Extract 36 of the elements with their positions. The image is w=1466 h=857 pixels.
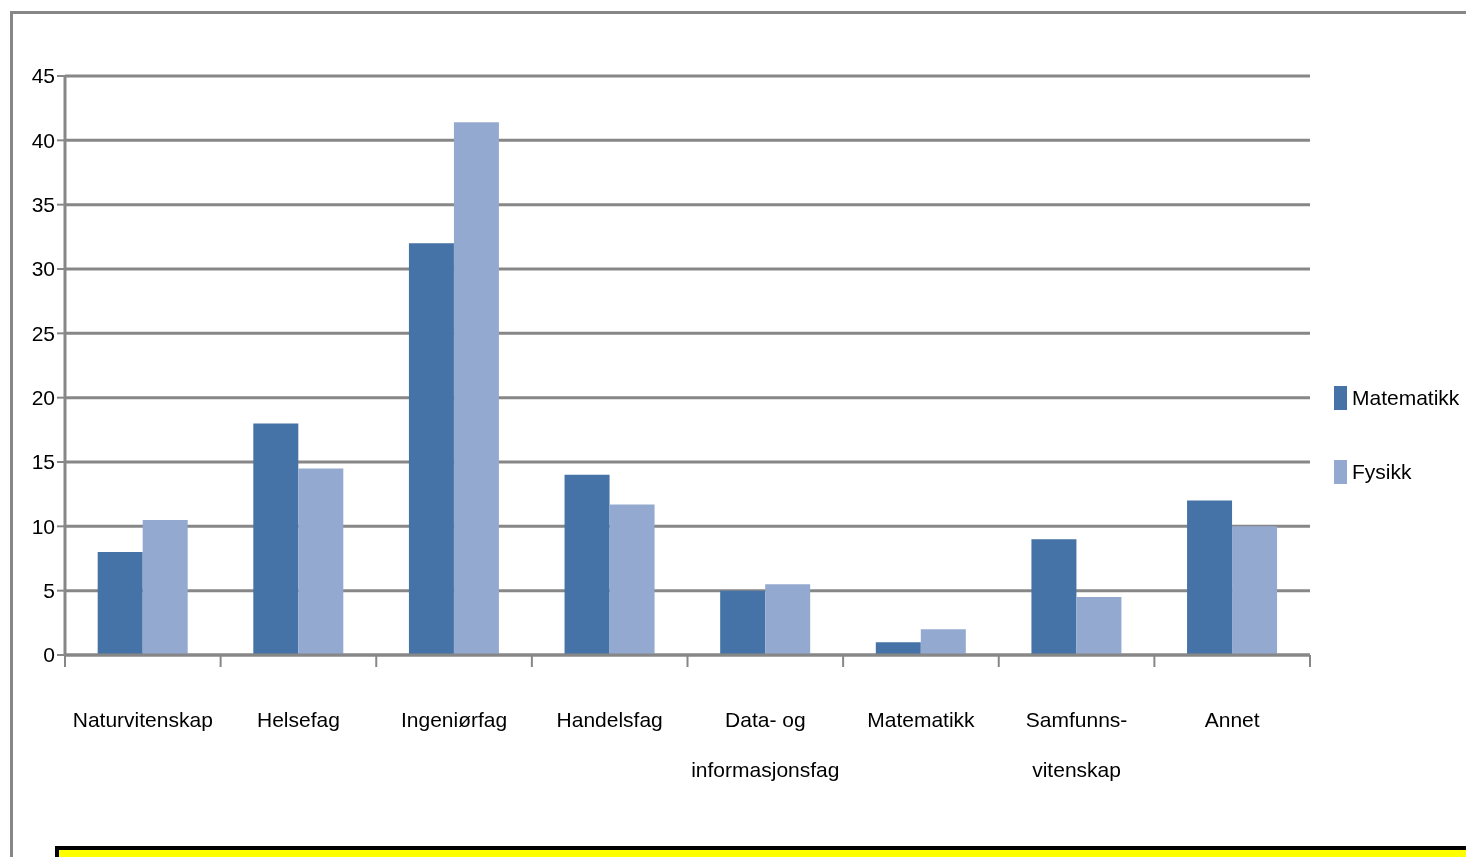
- bar: [765, 584, 811, 655]
- bar: [97, 552, 143, 655]
- y-tick-label: 20: [31, 386, 55, 410]
- y-tick-label: 0: [43, 643, 55, 667]
- y-tick-label: 40: [31, 128, 55, 152]
- x-tick-label: Matematikk: [867, 708, 976, 731]
- bar: [609, 504, 655, 655]
- bar: [253, 423, 299, 655]
- x-tick-label: Handelsfag: [556, 708, 663, 731]
- y-tick-label: 35: [31, 193, 55, 217]
- y-tick-label: 10: [31, 514, 55, 538]
- bar: [142, 519, 188, 655]
- bar: [875, 642, 921, 655]
- bar: [564, 474, 610, 655]
- y-tick-label: 5: [43, 579, 55, 603]
- y-tick-label: 25: [31, 321, 55, 345]
- category-label: Data- og informasjonsfag: [691, 708, 840, 781]
- x-tick-label: Ingeniørfag: [400, 708, 508, 731]
- bar: [1031, 539, 1077, 655]
- bar: [720, 590, 766, 655]
- legend-label: Fysikk: [1352, 460, 1412, 484]
- x-tick-label: Helsefag: [256, 708, 340, 731]
- bar: [453, 122, 499, 655]
- bar: [1187, 500, 1233, 655]
- bar: [1076, 597, 1122, 655]
- bar: [920, 629, 966, 655]
- x-tick-label: Annet: [1204, 708, 1260, 731]
- bar: [1232, 526, 1278, 655]
- x-tick-label: Naturvitenskap: [72, 708, 213, 731]
- bar: [298, 468, 344, 655]
- y-tick-label: 15: [31, 450, 55, 474]
- legend-label: Matematikk: [1352, 386, 1460, 410]
- y-tick-label: 30: [31, 257, 55, 281]
- bar: [408, 243, 454, 655]
- category-label: Samfunns-vitenskap: [1025, 708, 1128, 781]
- y-tick-label: 45: [31, 64, 55, 88]
